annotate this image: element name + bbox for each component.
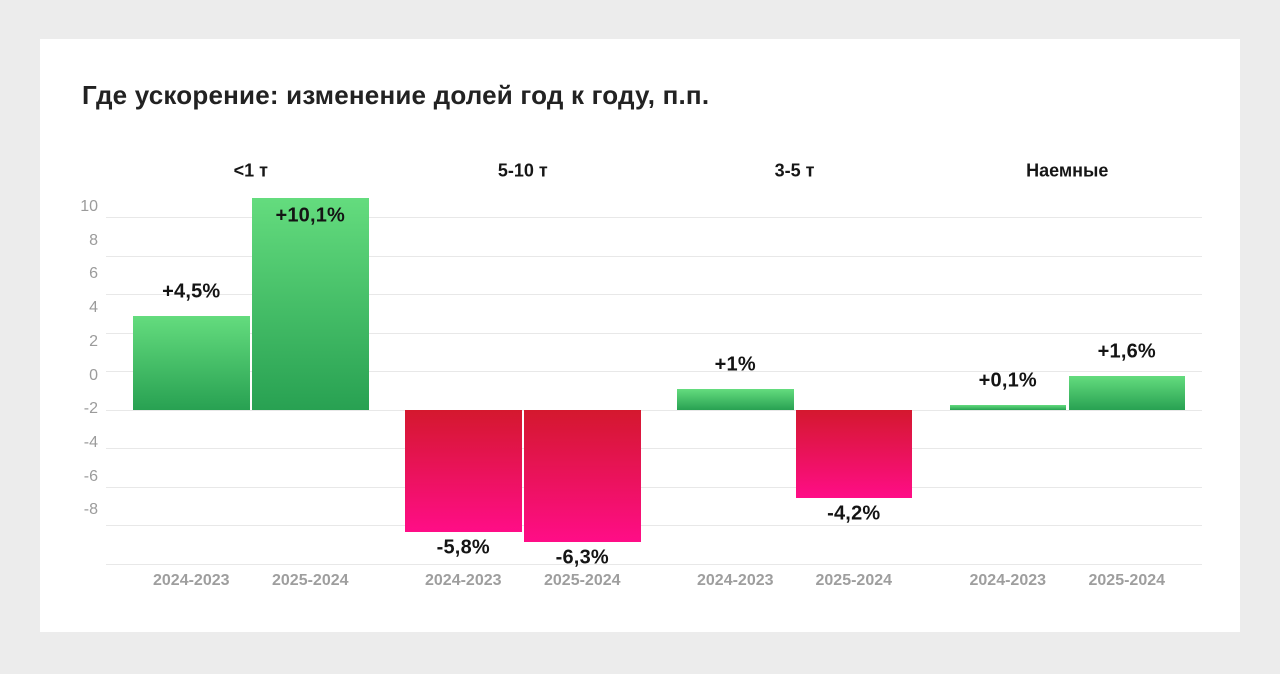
gridline xyxy=(106,371,1202,372)
x-axis-label: 2024-2023 xyxy=(969,572,1047,589)
chart-card: Где ускорение: изменение долей год к год… xyxy=(40,39,1240,632)
bar xyxy=(795,410,912,499)
bar xyxy=(133,315,250,410)
group-header: 5-10 т xyxy=(497,160,548,181)
bar xyxy=(949,405,1066,410)
gridline xyxy=(106,217,1202,218)
x-axis-label: 2025-2024 xyxy=(271,572,349,589)
group-header: <1 т xyxy=(233,160,268,181)
y-axis-label: -2 xyxy=(83,400,98,418)
gridline xyxy=(106,563,1202,565)
y-axis-label: -6 xyxy=(83,467,98,485)
bar xyxy=(405,410,522,532)
x-axis-label: 2024-2023 xyxy=(424,572,502,589)
gridline xyxy=(106,448,1202,449)
bar xyxy=(1068,376,1185,410)
bar xyxy=(677,389,794,410)
gridline xyxy=(106,255,1202,257)
bar xyxy=(524,410,641,543)
gridline xyxy=(106,332,1202,334)
bar-value-label: +0,1% xyxy=(978,369,1037,392)
group-header: Наемные xyxy=(1026,160,1109,181)
x-axis-label: 2025-2024 xyxy=(1088,572,1166,589)
gridline xyxy=(106,486,1202,488)
bar-value-label: -6,3% xyxy=(555,546,609,569)
y-axis-label: 2 xyxy=(89,332,98,350)
y-axis-label: 10 xyxy=(80,198,98,215)
bar-chart: 10 8 6 4 2 0 -2 -4 -6 -8 <1 т 5-10 т 3-5 т Наемные +… xyxy=(40,39,1240,632)
bar-value-label: +1% xyxy=(714,353,756,376)
chart-title: Где ускорение: изменение долей год к год… xyxy=(82,80,710,110)
y-axis-label: -4 xyxy=(83,433,98,451)
bar-value-label: +4,5% xyxy=(162,280,221,302)
y-axis-label: 8 xyxy=(89,231,98,249)
x-axis-label: 2024-2023 xyxy=(696,572,774,589)
bar xyxy=(252,197,369,410)
gridline xyxy=(106,294,1202,295)
gridline xyxy=(106,409,1202,411)
y-axis-label: 6 xyxy=(89,265,98,283)
bar-value-label: +1,6% xyxy=(1097,340,1156,363)
x-axis-label: 2024-2023 xyxy=(152,572,230,589)
bar-value-label: +10,1% xyxy=(275,204,346,227)
y-axis-label: 4 xyxy=(89,299,98,317)
bar-value-label: -5,8% xyxy=(436,536,490,559)
bar-value-label: -4,2% xyxy=(827,502,881,525)
group-header: 3-5 т xyxy=(774,160,815,181)
gridline xyxy=(106,525,1202,526)
x-axis-label: 2025-2024 xyxy=(815,572,893,589)
y-axis-label: -8 xyxy=(83,501,98,519)
x-axis-label: 2025-2024 xyxy=(543,572,621,589)
y-axis-label: 0 xyxy=(89,366,98,384)
